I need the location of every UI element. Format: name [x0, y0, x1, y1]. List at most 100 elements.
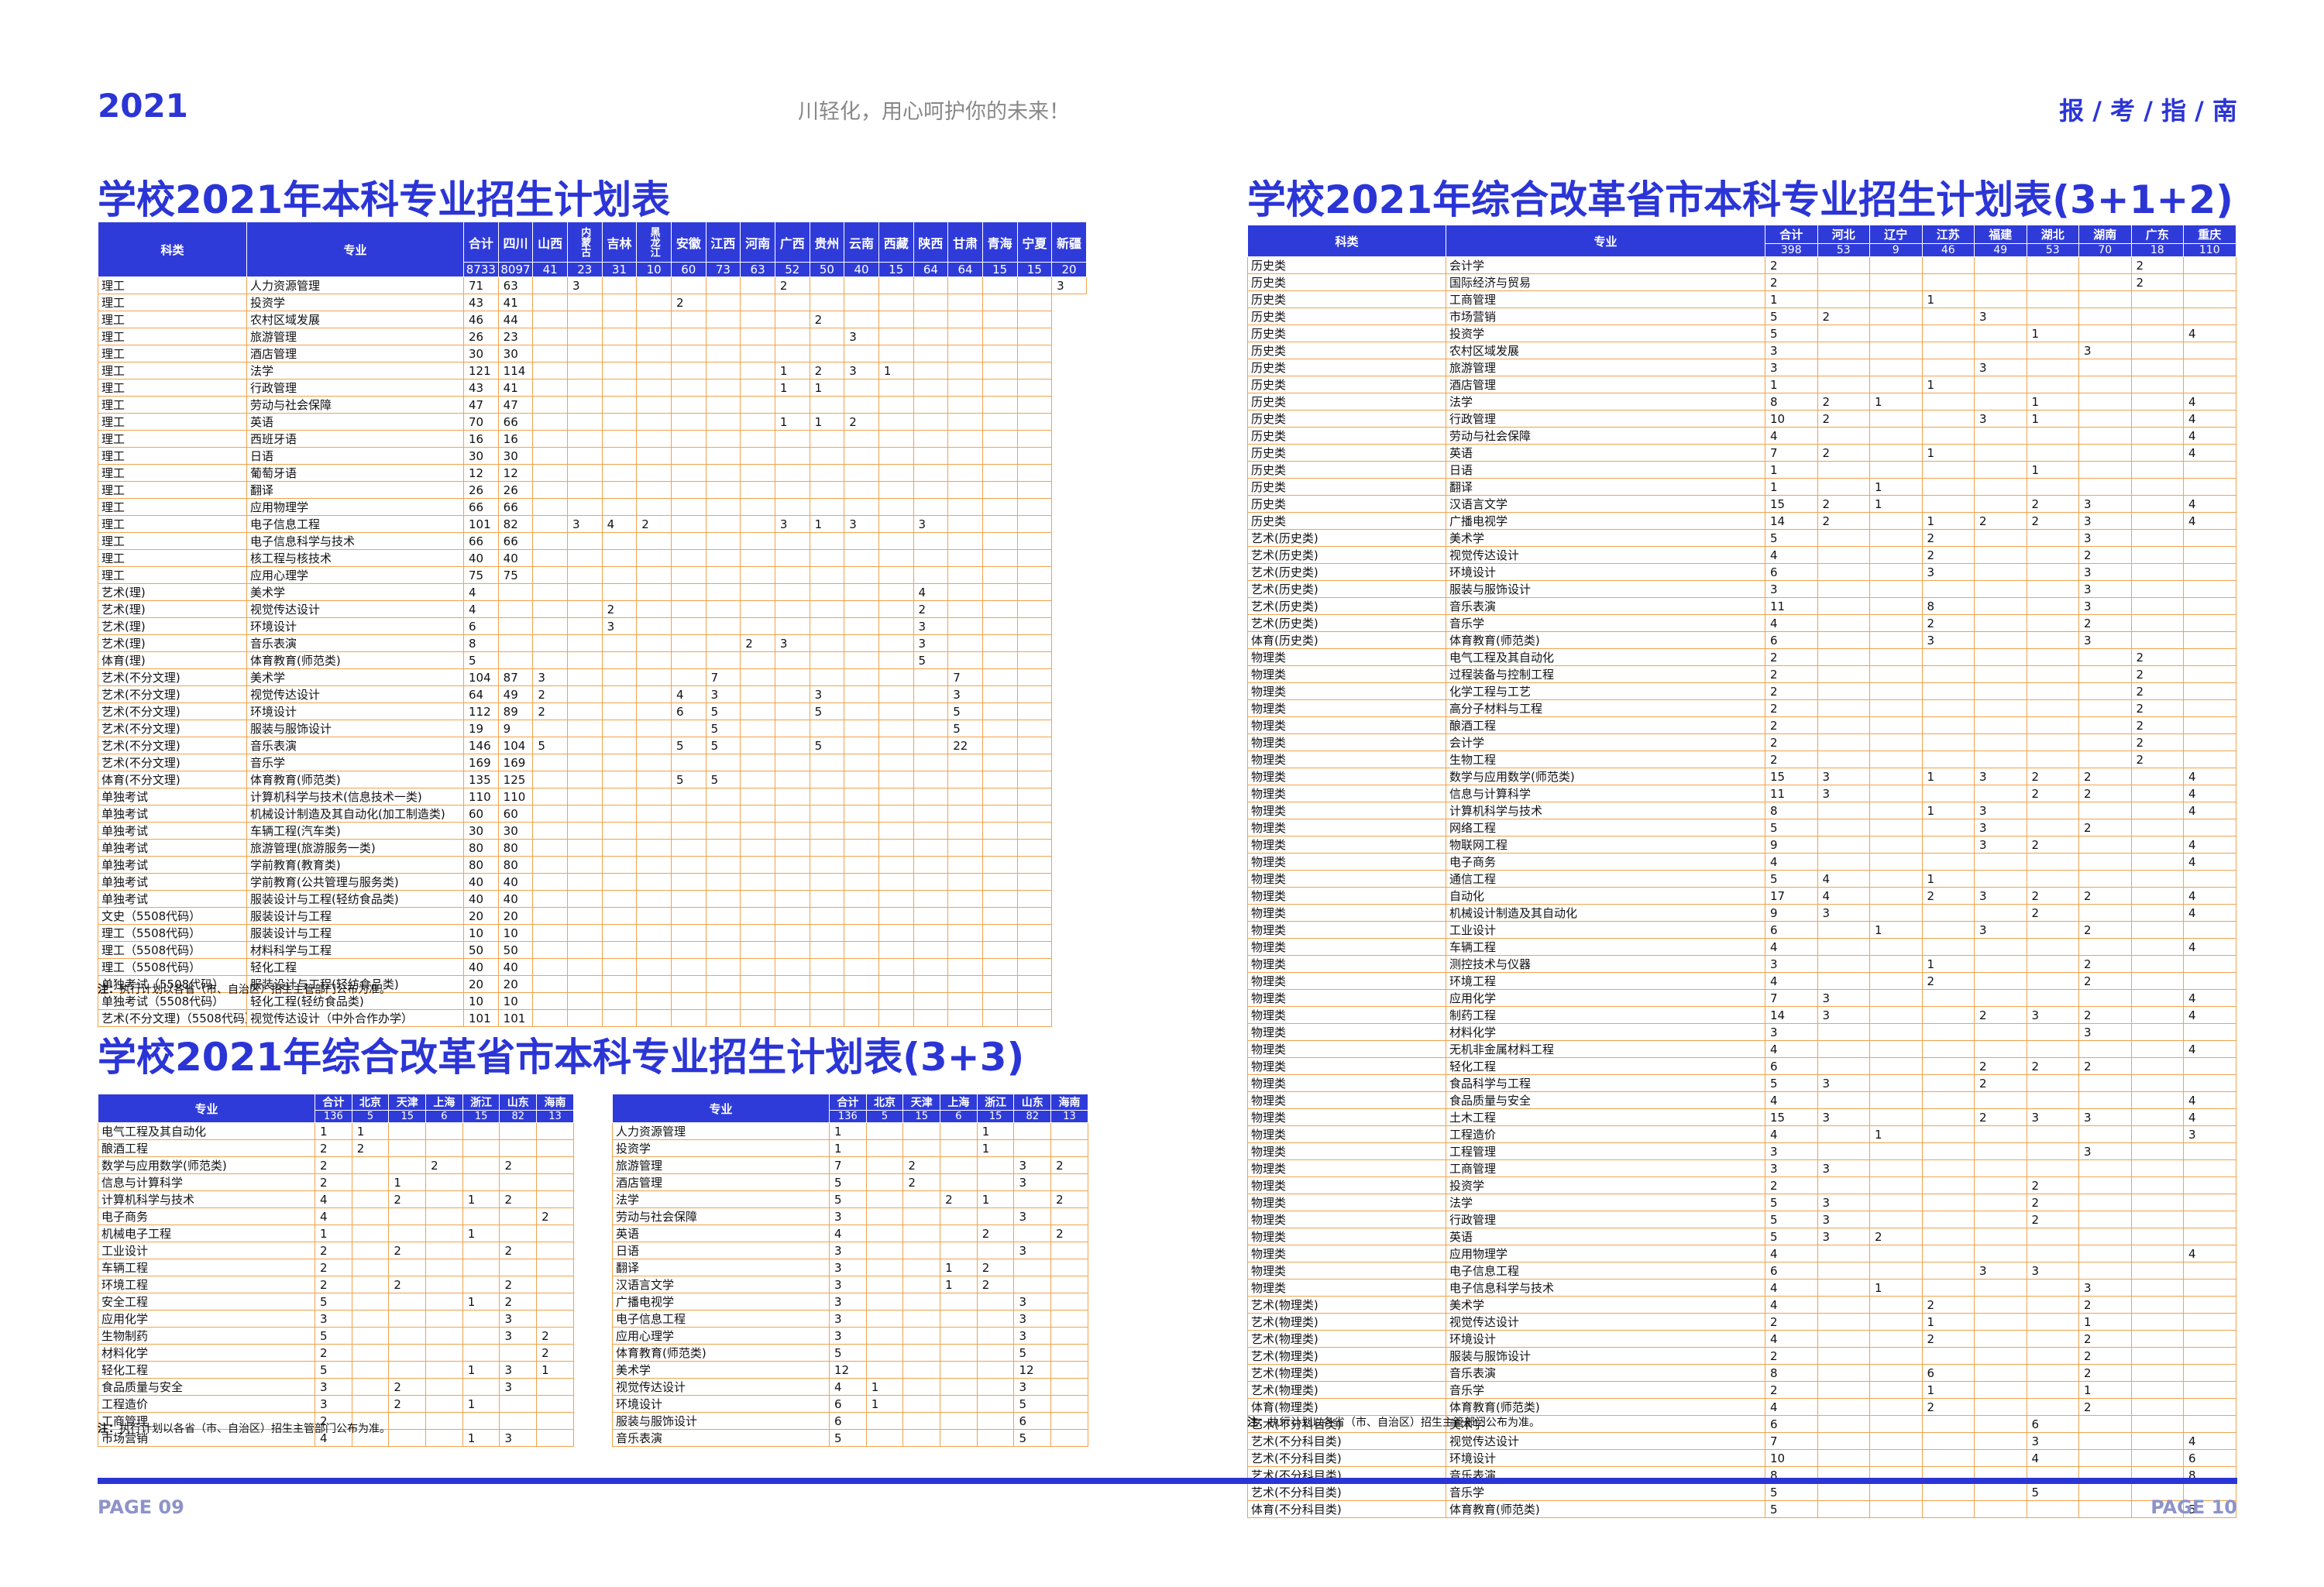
- table-cell: 5: [829, 1190, 867, 1208]
- table-cell: 4: [2183, 1006, 2236, 1024]
- table-cell: [913, 805, 949, 823]
- table-cell: 2: [2078, 768, 2132, 785]
- table-cell: [947, 532, 983, 550]
- table-cell: 物理类: [1247, 716, 1446, 734]
- table-row: 物理类 轻化工程 6 2 2 2: [1247, 1057, 2236, 1075]
- table-cell: 艺术(不分科目类): [1247, 1483, 1446, 1501]
- table-cell: [1817, 631, 1870, 649]
- table-cell: 体育教育(师范类): [1446, 1398, 1765, 1416]
- table-cell: [2130, 1432, 2184, 1450]
- table-cell: 41: [497, 294, 534, 311]
- table-cell: [878, 668, 914, 686]
- table-row: 历史类 英语 7 2 1 4: [1247, 444, 2236, 462]
- table-cell: [566, 430, 603, 448]
- table-cell: [566, 856, 603, 874]
- table-cell: [982, 447, 1018, 465]
- table-cell: [878, 345, 914, 362]
- table-cell: [2078, 665, 2132, 683]
- table-cell: [902, 1139, 941, 1157]
- table-cell: [636, 958, 672, 976]
- table-cell: 3: [1013, 1378, 1052, 1396]
- table-row: 物理类 生物工程 2 2: [1247, 751, 2236, 768]
- table-cell: [566, 294, 603, 311]
- table-row: 历史类 工商管理 1 1: [1247, 290, 2236, 308]
- header-province: 贵州: [809, 222, 845, 263]
- table-cell: 体育(理): [98, 651, 247, 669]
- table-cell: [2183, 1296, 2236, 1314]
- table-cell: [2026, 1091, 2079, 1109]
- table-cell: [878, 992, 914, 1010]
- table-cell: 单独考试: [98, 856, 247, 874]
- table-cell: 音乐学: [246, 754, 464, 771]
- header-province: 湖北: [2026, 225, 2079, 244]
- table-cell: 4: [2183, 938, 2236, 956]
- header-province: 天津: [388, 1094, 427, 1111]
- table-cell: 2: [499, 1276, 538, 1293]
- table-cell: [499, 1259, 538, 1276]
- table-cell: 2: [2130, 716, 2184, 734]
- table-cell: [601, 464, 638, 482]
- table-cell: 物理类: [1247, 1279, 1446, 1297]
- table-cell: [705, 788, 741, 806]
- table-row: 物理类 工程管理 3 3: [1247, 1142, 2236, 1160]
- table-cell: 理工: [98, 447, 247, 465]
- table-cell: [532, 924, 568, 942]
- table-row: 酿酒工程 2 2: [98, 1139, 574, 1157]
- header-total: 8097: [497, 262, 534, 277]
- table-cell: [982, 771, 1018, 788]
- table-cell: [740, 413, 775, 431]
- table-cell: [774, 668, 810, 686]
- table-row: 物理类 测控技术与仪器 3 1 2: [1247, 955, 2236, 973]
- table-cell: [740, 890, 775, 908]
- table-cell: [982, 702, 1018, 720]
- table-cell: [976, 1173, 1015, 1191]
- table-cell: 1: [1921, 1381, 1975, 1399]
- table-cell: [601, 583, 638, 601]
- table-row: 艺术(理) 环境设计 6 3 3: [98, 617, 1087, 635]
- table-cell: [2026, 1398, 2079, 1416]
- table-cell: [462, 1412, 500, 1430]
- table-cell: [2183, 819, 2236, 836]
- table-cell: [913, 1009, 949, 1027]
- table-cell: 2: [1765, 1381, 1818, 1399]
- table-cell: 2: [809, 311, 845, 328]
- table-cell: 1: [809, 413, 845, 431]
- table-cell: [740, 754, 775, 771]
- table-cell: [1869, 325, 1923, 342]
- table-cell: [1974, 495, 2027, 513]
- table-cell: [351, 1310, 390, 1328]
- table-cell: [566, 362, 603, 380]
- table-cell: [601, 890, 638, 908]
- table-cell: 40: [463, 958, 499, 976]
- table-cell: 2: [536, 1344, 574, 1362]
- table-cell: [902, 1361, 941, 1379]
- table-cell: [809, 822, 845, 840]
- table-cell: 3: [315, 1395, 352, 1413]
- table-cell: 视觉传达设计（中外合作办学）: [246, 1009, 464, 1027]
- table-cell: 机械电子工程: [98, 1225, 315, 1242]
- table-cell: [1869, 1023, 1923, 1041]
- table-cell: 3: [1974, 802, 2027, 819]
- table-cell: 3: [499, 1361, 538, 1379]
- table-cell: 2: [940, 1190, 978, 1208]
- table-cell: 104: [463, 668, 499, 686]
- table-cell: 体育(物理类): [1247, 1398, 1446, 1416]
- table-cell: 5: [829, 1344, 867, 1362]
- table-cell: [1921, 785, 1975, 802]
- table-cell: [947, 788, 983, 806]
- table-row: 体育(物理类) 体育教育(师范类) 4 2 2: [1247, 1398, 2236, 1416]
- table-cell: [1817, 342, 1870, 359]
- table-cell: 2: [1050, 1190, 1088, 1208]
- table-cell: [705, 975, 741, 993]
- table-cell: [878, 311, 914, 328]
- table-cell: [425, 1276, 463, 1293]
- table-cell: [844, 856, 879, 874]
- table-cell: 理工（5508代码）: [98, 958, 247, 976]
- table-cell: 日语: [1446, 461, 1765, 479]
- table-cell: 4: [2183, 495, 2236, 513]
- table-cell: [2130, 1381, 2184, 1399]
- table-cell: 3: [499, 1310, 538, 1328]
- table-cell: [809, 873, 845, 891]
- table-cell: [1974, 904, 2027, 922]
- header-category: 科类: [1247, 225, 1446, 257]
